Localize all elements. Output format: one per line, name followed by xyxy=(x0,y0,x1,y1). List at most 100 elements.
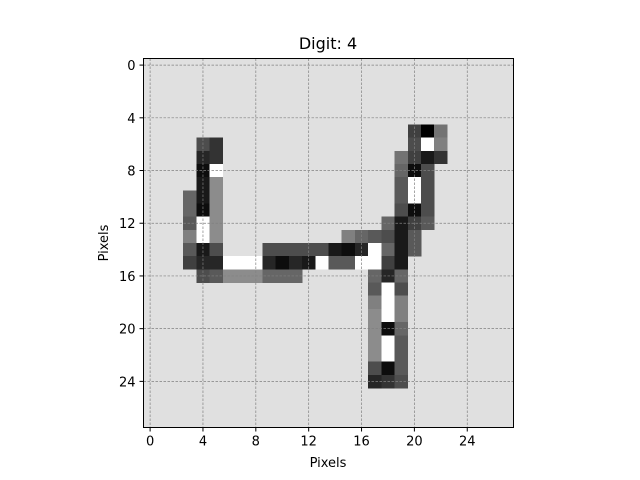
heatmap-pixel xyxy=(275,243,290,257)
chart-title: Digit: 4 xyxy=(299,34,357,53)
heatmap-pixel xyxy=(407,203,422,217)
heatmap-pixel xyxy=(368,295,382,310)
heatmap-pixel xyxy=(421,190,435,204)
x-tick-label: 24 xyxy=(459,435,476,450)
heatmap-pixel xyxy=(381,295,395,310)
heatmap-pixel xyxy=(209,190,224,204)
heatmap-pixel xyxy=(381,361,395,376)
plot-area: 0 4 8 12 16 20 24 0 4 8 12 16 20 24 xyxy=(119,58,514,450)
y-tick-label: 20 xyxy=(119,323,136,338)
heatmap-pixel xyxy=(407,190,422,204)
x-tick-label: 8 xyxy=(252,435,260,450)
heatmap-pixel xyxy=(368,269,382,283)
heatmap-pixel xyxy=(394,190,409,204)
heatmap-pixel xyxy=(368,335,382,349)
x-tick-label: 16 xyxy=(353,435,370,450)
heatmap-pixel xyxy=(196,190,210,204)
heatmap-pixel xyxy=(394,361,409,376)
heatmap-pixel xyxy=(209,229,224,244)
heatmap-pixel xyxy=(354,243,369,257)
heatmap-pixel xyxy=(368,282,382,297)
heatmap-pixel xyxy=(421,177,435,191)
heatmap-pixel xyxy=(209,150,224,165)
heatmap-pixel xyxy=(381,335,395,349)
y-axis-label: Pixels xyxy=(97,224,112,261)
heatmap-pixel xyxy=(421,124,435,138)
heatmap-pixel xyxy=(368,243,382,257)
heatmap-pixel xyxy=(381,243,395,257)
heatmap-pixel xyxy=(381,229,395,244)
heatmap-pixel xyxy=(328,243,343,257)
heatmap-pixel xyxy=(328,256,343,270)
axes-frame xyxy=(143,58,514,428)
heatmap-pixel xyxy=(394,243,409,257)
y-tick-label: 24 xyxy=(119,375,136,390)
heatmap-pixel xyxy=(368,229,382,244)
heatmap-pixel xyxy=(421,203,435,217)
heatmap-pixel xyxy=(341,256,356,270)
heatmap-pixel xyxy=(262,243,276,257)
x-axis-label: Pixels xyxy=(310,456,347,471)
heatmap-pixel xyxy=(394,203,409,217)
heatmap-pixel xyxy=(236,256,250,270)
heatmap-pixel xyxy=(368,308,382,323)
heatmap-pixel xyxy=(394,348,409,362)
heatmap-pixel xyxy=(315,243,329,257)
x-tick-label: 12 xyxy=(300,435,317,450)
heatmap-pixel xyxy=(381,348,395,362)
heatmap-pixel xyxy=(421,137,435,152)
heatmap-pixel xyxy=(407,243,422,257)
heatmap-pixel xyxy=(288,243,303,257)
heatmap-pixel xyxy=(394,308,409,323)
heatmap-pixel xyxy=(209,177,224,191)
heatmap-pixel xyxy=(394,335,409,349)
heatmap-pixel xyxy=(183,243,197,257)
heatmap-pixel xyxy=(381,308,395,323)
heatmap-pixel xyxy=(183,203,197,217)
heatmap-pixel xyxy=(183,229,197,244)
heatmap-pixel xyxy=(341,229,356,244)
heatmap-pixel xyxy=(394,150,409,165)
heatmap-pixel xyxy=(209,203,224,217)
heatmap-pixel xyxy=(236,269,250,283)
heatmap-pixel xyxy=(368,361,382,376)
x-tick-label: 4 xyxy=(199,435,207,450)
heatmap-pixel xyxy=(381,256,395,270)
heatmap-pixel xyxy=(421,150,435,165)
heatmap-pixel xyxy=(196,150,210,165)
heatmap-pixel xyxy=(368,374,382,389)
heatmap-pixel xyxy=(196,243,210,257)
heatmap-pixel xyxy=(368,322,382,336)
heatmap-pixel xyxy=(183,256,197,270)
heatmap-pixel xyxy=(209,256,224,270)
heatmap-pixel xyxy=(381,282,395,297)
heatmap-pixel xyxy=(209,243,224,257)
y-tick-label: 4 xyxy=(127,112,135,127)
heatmap-pixel xyxy=(275,269,290,283)
heatmap-pixel xyxy=(315,256,329,270)
heatmap-pixel xyxy=(209,137,224,152)
heatmap-pixel xyxy=(394,256,409,270)
heatmap-pixel xyxy=(434,150,448,165)
heatmap-pixel xyxy=(196,203,210,217)
heatmap-pixel xyxy=(394,295,409,310)
heatmap-pixel xyxy=(368,256,382,270)
heatmap-pixel xyxy=(341,243,356,257)
heatmap-pixel xyxy=(394,282,409,297)
heatmap-pixel xyxy=(434,137,448,152)
y-tick-label: 16 xyxy=(119,270,136,285)
heatmap-pixel xyxy=(394,177,409,191)
heatmap-pixel xyxy=(434,124,448,138)
heatmap-pixel xyxy=(222,256,237,270)
heatmap-pixel xyxy=(275,256,290,270)
heatmap-pixel xyxy=(394,229,409,244)
heatmap-pixel xyxy=(288,256,303,270)
y-tick-label: 12 xyxy=(119,217,136,232)
heatmap-pixel xyxy=(302,243,316,257)
heatmap-pixel xyxy=(183,190,197,204)
y-tick-label: 8 xyxy=(127,165,135,180)
heatmap-pixel xyxy=(407,150,422,165)
heatmap-pixel xyxy=(262,256,276,270)
x-tick-label: 20 xyxy=(406,435,423,450)
